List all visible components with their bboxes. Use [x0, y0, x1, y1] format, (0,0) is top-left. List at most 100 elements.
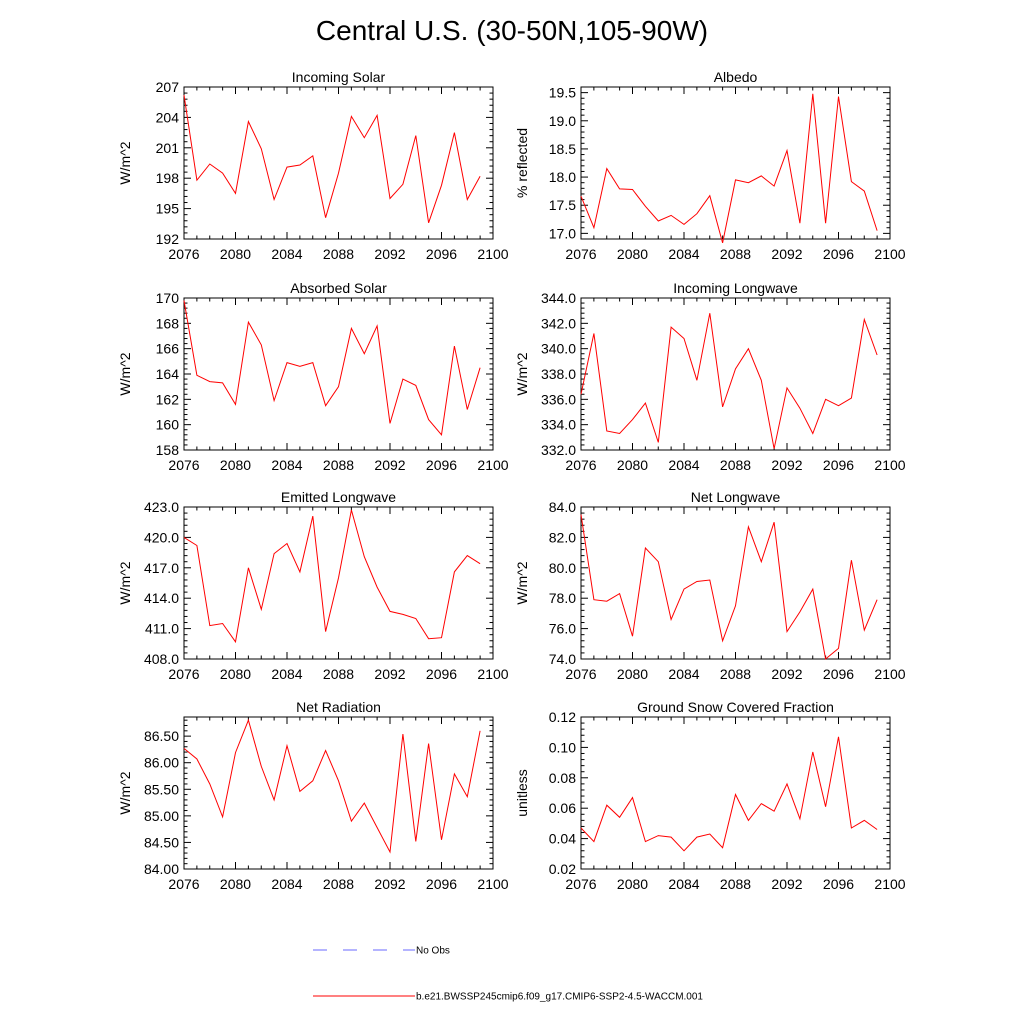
x-tick-label: 2100 [874, 666, 905, 682]
series-line [183, 718, 481, 854]
y-tick-label: 19.5 [549, 85, 576, 101]
y-tick-label: 80.0 [549, 560, 576, 576]
x-tick-label: 2080 [617, 457, 648, 473]
x-tick-label: 2092 [771, 457, 802, 473]
x-tick-label: 2092 [374, 457, 405, 473]
y-tick-label: 84.50 [144, 834, 179, 850]
y-tick-label: 85.00 [144, 808, 179, 824]
x-tick-label: 2076 [168, 457, 199, 473]
x-tick-label: 2096 [823, 876, 854, 892]
panel-title: Net Longwave [691, 489, 781, 505]
legend: No Obs b.e21.BWSSP245cmip6.f09_g17.CMIP6… [313, 946, 703, 1003]
y-tick-label: 86.00 [144, 755, 179, 771]
y-tick-label: 192 [156, 231, 180, 247]
x-tick-label: 2076 [565, 666, 596, 682]
y-tick-label: 207 [156, 79, 180, 95]
y-tick-label: 17.5 [549, 197, 576, 213]
y-tick-label: 85.50 [144, 781, 179, 797]
y-tick-label: 334.0 [541, 417, 576, 433]
x-tick-label: 2076 [168, 246, 199, 262]
y-tick-label: 168 [156, 315, 180, 331]
x-tick-label: 2092 [374, 876, 405, 892]
y-axis-label: % reflected [514, 128, 530, 198]
y-axis-label: W/m^2 [514, 352, 530, 395]
y-tick-label: 74.0 [549, 651, 576, 667]
x-tick-label: 2096 [426, 457, 457, 473]
x-tick-label: 2092 [771, 666, 802, 682]
x-tick-label: 2088 [720, 666, 751, 682]
x-tick-label: 2076 [565, 246, 596, 262]
y-tick-label: 162 [156, 391, 180, 407]
y-tick-label: 417.0 [144, 560, 179, 576]
y-tick-label: 18.0 [549, 169, 576, 185]
panels: Incoming Solar 2076 2080 2084 2088 2092 2096 21… [117, 69, 906, 892]
y-tick-label: 201 [156, 140, 180, 156]
y-tick-label: 166 [156, 341, 180, 357]
x-tick-label: 2096 [426, 666, 457, 682]
x-tick-label: 2080 [220, 457, 251, 473]
x-tick-label: 2100 [477, 246, 508, 262]
y-tick-label: 0.12 [549, 709, 576, 725]
series-line [580, 514, 878, 660]
x-tick-label: 2088 [323, 666, 354, 682]
x-tick-label: 2084 [668, 457, 699, 473]
x-tick-label: 2088 [720, 457, 751, 473]
y-tick-label: 76.0 [549, 621, 576, 637]
x-tick-label: 2096 [426, 876, 457, 892]
y-tick-label: 84.0 [549, 499, 576, 515]
series-line [183, 95, 481, 223]
x-tick-label: 2080 [617, 876, 648, 892]
x-tick-label: 2100 [477, 666, 508, 682]
y-tick-label: 414.0 [144, 590, 179, 606]
x-tick-label: 2092 [374, 246, 405, 262]
y-tick-label: 342.0 [541, 315, 576, 331]
y-tick-label: 423.0 [144, 499, 179, 515]
chart-panel: Absorbed Solar 2076 2080 2084 2088 2092 2096 21… [117, 280, 509, 473]
plot-frame [580, 86, 891, 240]
panel-title: Albedo [714, 69, 758, 85]
chart-panel: Net Radiation 2076 2080 2084 2088 2092 2096 210… [117, 699, 509, 892]
plot-frame [580, 506, 891, 660]
y-tick-label: 160 [156, 417, 180, 433]
x-tick-label: 2096 [823, 457, 854, 473]
y-axis-label: unitless [514, 769, 530, 816]
legend-model-label: b.e21.BWSSP245cmip6.f09_g17.CMIP6-SSP2-4… [416, 992, 703, 1003]
y-tick-label: 338.0 [541, 366, 576, 382]
series-line [580, 313, 878, 449]
panel-title: Incoming Longwave [673, 280, 798, 296]
y-tick-label: 170 [156, 290, 180, 306]
y-axis-label: W/m^2 [117, 141, 133, 184]
x-tick-label: 2100 [874, 246, 905, 262]
y-axis-label: W/m^2 [117, 561, 133, 604]
x-tick-label: 2080 [617, 246, 648, 262]
x-tick-label: 2096 [823, 246, 854, 262]
x-tick-label: 2080 [617, 666, 648, 682]
y-tick-label: 340.0 [541, 341, 576, 357]
y-tick-label: 411.0 [145, 621, 179, 637]
plot-frame [183, 506, 494, 660]
plot-frame [183, 716, 494, 870]
x-tick-label: 2076 [565, 876, 596, 892]
chart-panel: Incoming Solar 2076 2080 2084 2088 2092 2096 21… [117, 69, 509, 262]
x-tick-label: 2088 [323, 246, 354, 262]
y-tick-label: 0.04 [549, 831, 576, 847]
y-tick-label: 0.10 [549, 739, 576, 755]
x-tick-label: 2084 [271, 666, 302, 682]
panel-title: Emitted Longwave [281, 489, 396, 505]
x-tick-label: 2084 [271, 246, 302, 262]
y-tick-label: 408.0 [144, 651, 179, 667]
series-line [183, 300, 481, 436]
y-tick-label: 158 [156, 442, 180, 458]
x-tick-label: 2096 [823, 666, 854, 682]
y-tick-label: 420.0 [144, 529, 179, 545]
chart-panel: Ground Snow Covered Fraction 2076 2080 2084… [514, 699, 906, 892]
x-tick-label: 2076 [168, 876, 199, 892]
x-tick-label: 2084 [271, 457, 302, 473]
x-tick-label: 2088 [323, 457, 354, 473]
y-tick-label: 19.0 [549, 113, 576, 129]
y-tick-label: 82.0 [549, 529, 576, 545]
x-tick-label: 2084 [668, 246, 699, 262]
series-line [580, 93, 878, 244]
y-axis-label: W/m^2 [514, 561, 530, 604]
